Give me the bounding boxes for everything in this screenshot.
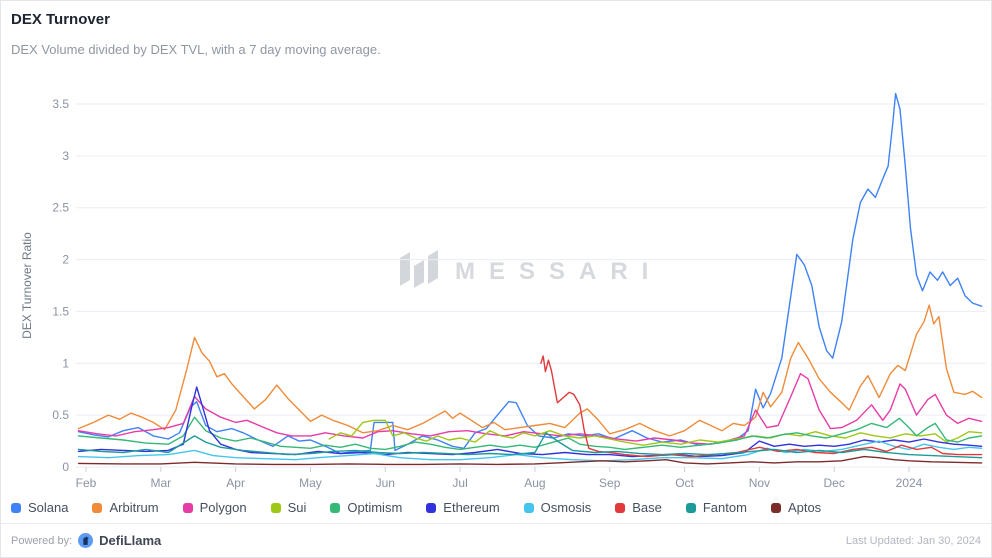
chart-line-ethereum (77, 386, 983, 458)
chart-line-arbitrum (77, 304, 983, 437)
y-tick-label: 0 (62, 460, 69, 474)
x-tick-label: Sep (599, 476, 621, 490)
legend-swatch-fantom (685, 502, 696, 513)
chart-line-base (540, 355, 983, 458)
legend-swatch-base (615, 502, 626, 513)
legend-label: Sui (287, 500, 307, 515)
legend-label: Aptos (787, 500, 822, 515)
powered-by-label: Powered by: (11, 534, 73, 547)
legend-label: Optimism (347, 500, 403, 515)
y-axis-title: DEX Turnover Ratio (20, 232, 34, 339)
y-tick-label: 3.5 (52, 97, 69, 111)
x-tick-label: Dec (824, 476, 845, 490)
x-tick-label: 2024 (896, 476, 923, 490)
page-title: DEX Turnover (11, 11, 110, 28)
legend-swatch-aptos (770, 502, 781, 513)
y-tick-label: 0.5 (52, 408, 69, 422)
defillama-brand-label: DefiLlama (99, 533, 162, 548)
legend-label: Polygon (199, 500, 247, 515)
legend-item-polygon[interactable]: Polygon (182, 500, 247, 515)
legend-item-arbitrum[interactable]: Arbitrum (92, 500, 159, 515)
legend-item-base[interactable]: Base (615, 500, 662, 515)
chart-line-fantom (77, 432, 983, 459)
chart-line-sui (328, 419, 983, 446)
legend-item-solana[interactable]: Solana (11, 500, 68, 515)
y-tick-label: 2 (62, 253, 69, 267)
x-tick-label: Feb (76, 476, 97, 490)
legend-swatch-arbitrum (92, 502, 103, 513)
chart-line-aptos (77, 455, 983, 466)
chart-line-solana (77, 92, 983, 455)
legend-item-optimism[interactable]: Optimism (330, 500, 402, 515)
legend-item-aptos[interactable]: Aptos (770, 500, 822, 515)
y-tick-label: 2.5 (52, 201, 69, 215)
chart-line-optimism (77, 416, 983, 451)
footer-bar: Powered by: DefiLlama Last Updated: Jan … (1, 523, 991, 557)
line-chart: 0 0.5 1 1.5 2 2.5 3 3.5 Feb Mar Apr May Jun Jul Aug Sep… (20, 92, 986, 490)
x-tick-label: Oct (675, 476, 694, 490)
y-tick-label: 1 (62, 356, 69, 370)
legend-label: Ethereum (443, 500, 500, 515)
powered-by[interactable]: Powered by: DefiLlama (11, 533, 161, 548)
legend-swatch-sui (270, 502, 281, 513)
legend-label: Osmosis (540, 500, 592, 515)
legend-swatch-solana (11, 502, 21, 513)
legend-label: Fantom (702, 500, 747, 515)
chart-legend: Solana Arbitrum Polygon Sui Optimism Ethereum… (11, 500, 821, 515)
legend-swatch-osmosis (523, 502, 534, 513)
legend-label: Solana (28, 500, 69, 515)
x-tick-label: Aug (524, 476, 545, 490)
legend-swatch-polygon (182, 502, 193, 513)
legend-label: Arbitrum (109, 500, 159, 515)
legend-swatch-ethereum (426, 502, 437, 513)
legend-swatch-optimism (330, 502, 341, 513)
x-tick-label: Mar (150, 476, 171, 490)
legend-label: Base (632, 500, 662, 515)
page-subtitle: DEX Volume divided by DEX TVL, with a 7 … (11, 42, 381, 57)
y-tick-label: 3 (62, 149, 69, 163)
last-updated-label: Last Updated: Jan 30, 2024 (845, 534, 981, 547)
defillama-logo-icon (78, 533, 94, 548)
legend-item-osmosis[interactable]: Osmosis (523, 500, 592, 515)
chart-line-polygon (77, 373, 983, 445)
legend-item-fantom[interactable]: Fantom (685, 500, 747, 515)
legend-item-ethereum[interactable]: Ethereum (426, 500, 500, 515)
x-tick-label: Nov (749, 476, 770, 490)
x-tick-label: May (299, 476, 322, 490)
x-tick-label: Jun (376, 476, 395, 490)
x-tick-label: Jul (452, 476, 467, 490)
x-tick-label: Apr (226, 476, 245, 490)
y-tick-label: 1.5 (52, 304, 69, 318)
legend-item-sui[interactable]: Sui (270, 500, 307, 515)
